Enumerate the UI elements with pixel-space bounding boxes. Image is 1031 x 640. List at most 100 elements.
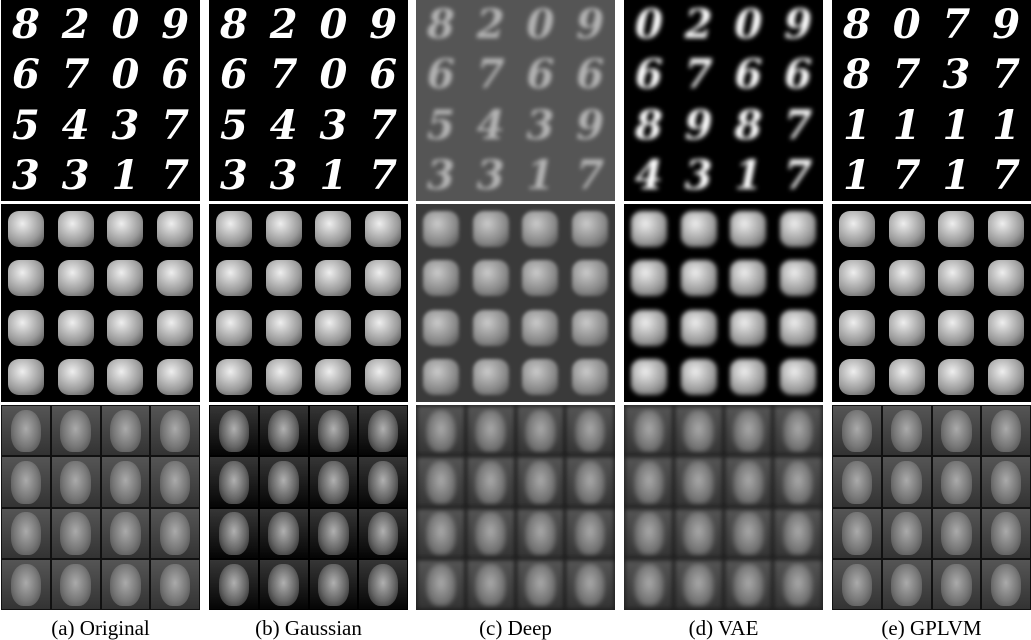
- digit-image: 9: [981, 0, 1031, 50]
- object-image: [259, 303, 309, 353]
- object-image: [51, 204, 101, 254]
- digit-image: 3: [516, 101, 566, 151]
- face-image: [674, 405, 724, 456]
- face-image: [932, 559, 982, 610]
- digit-image: 7: [51, 50, 101, 100]
- object-image: [516, 204, 566, 254]
- digit-image: 6: [565, 50, 615, 100]
- digit-image: 0: [516, 0, 566, 50]
- digit-image: 8: [624, 101, 674, 151]
- digit-image: 6: [724, 50, 774, 100]
- digit-image: 6: [358, 50, 408, 100]
- object-image: [832, 303, 882, 353]
- face-image: [1, 456, 51, 507]
- object-image: [932, 353, 982, 403]
- digit-image: 7: [981, 151, 1031, 201]
- face-image: [832, 559, 882, 610]
- object-grid: [209, 204, 408, 402]
- face-image: [1, 405, 51, 456]
- object-image: [358, 353, 408, 403]
- face-image: [981, 456, 1031, 507]
- object-image: [565, 303, 615, 353]
- figure: 8209670654373317(a) Original820967065437…: [0, 0, 1031, 640]
- object-image: [724, 204, 774, 254]
- face-image: [516, 456, 566, 507]
- object-image: [674, 254, 724, 304]
- digit-image: 9: [565, 101, 615, 151]
- digit-image: 1: [981, 101, 1031, 151]
- digit-image: 6: [773, 50, 823, 100]
- object-image: [882, 303, 932, 353]
- digit-image: 6: [416, 50, 466, 100]
- digit-image: 7: [150, 101, 200, 151]
- digit-image: 7: [358, 101, 408, 151]
- face-image: [516, 559, 566, 610]
- face-image: [882, 559, 932, 610]
- face-image: [209, 456, 259, 507]
- face-image: [259, 559, 309, 610]
- digit-image: 9: [773, 0, 823, 50]
- face-image: [259, 405, 309, 456]
- object-image: [101, 204, 151, 254]
- face-image: [674, 559, 724, 610]
- face-image: [259, 508, 309, 559]
- face-image: [101, 508, 151, 559]
- object-image: [150, 353, 200, 403]
- digit-image: 1: [932, 151, 982, 201]
- object-image: [466, 254, 516, 304]
- face-grid: [209, 405, 408, 610]
- object-image: [624, 303, 674, 353]
- face-image: [624, 559, 674, 610]
- object-image: [416, 204, 466, 254]
- digit-image: 3: [1, 151, 51, 201]
- face-image: [832, 405, 882, 456]
- face-grid: [624, 405, 823, 610]
- object-image: [416, 254, 466, 304]
- object-image: [932, 204, 982, 254]
- face-image: [674, 456, 724, 507]
- face-image: [51, 508, 101, 559]
- digit-image: 3: [51, 151, 101, 201]
- object-image: [932, 303, 982, 353]
- object-image: [882, 353, 932, 403]
- object-image: [624, 254, 674, 304]
- digit-image: 3: [209, 151, 259, 201]
- object-image: [981, 204, 1031, 254]
- object-image: [773, 353, 823, 403]
- panel-caption: (e) GPLVM: [832, 616, 1031, 640]
- digit-image: 1: [101, 151, 151, 201]
- face-image: [309, 405, 359, 456]
- object-image: [51, 303, 101, 353]
- digit-image: 2: [674, 0, 724, 50]
- digit-image: 8: [209, 0, 259, 50]
- object-image: [259, 254, 309, 304]
- face-image: [466, 456, 516, 507]
- digit-image: 7: [773, 151, 823, 201]
- face-image: [51, 559, 101, 610]
- face-image: [724, 559, 774, 610]
- digit-image: 8: [832, 0, 882, 50]
- digit-image: 3: [674, 151, 724, 201]
- face-image: [674, 508, 724, 559]
- digit-image: 4: [466, 101, 516, 151]
- object-image: [674, 303, 724, 353]
- object-image: [150, 303, 200, 353]
- digit-image: 3: [309, 101, 359, 151]
- object-image: [832, 353, 882, 403]
- digit-image: 3: [416, 151, 466, 201]
- object-image: [309, 254, 359, 304]
- object-image: [101, 303, 151, 353]
- object-image: [565, 254, 615, 304]
- digit-image: 7: [674, 50, 724, 100]
- face-image: [101, 559, 151, 610]
- object-image: [466, 303, 516, 353]
- digit-image: 9: [674, 101, 724, 151]
- face-image: [150, 456, 200, 507]
- digit-image: 5: [1, 101, 51, 151]
- digit-image: 1: [309, 151, 359, 201]
